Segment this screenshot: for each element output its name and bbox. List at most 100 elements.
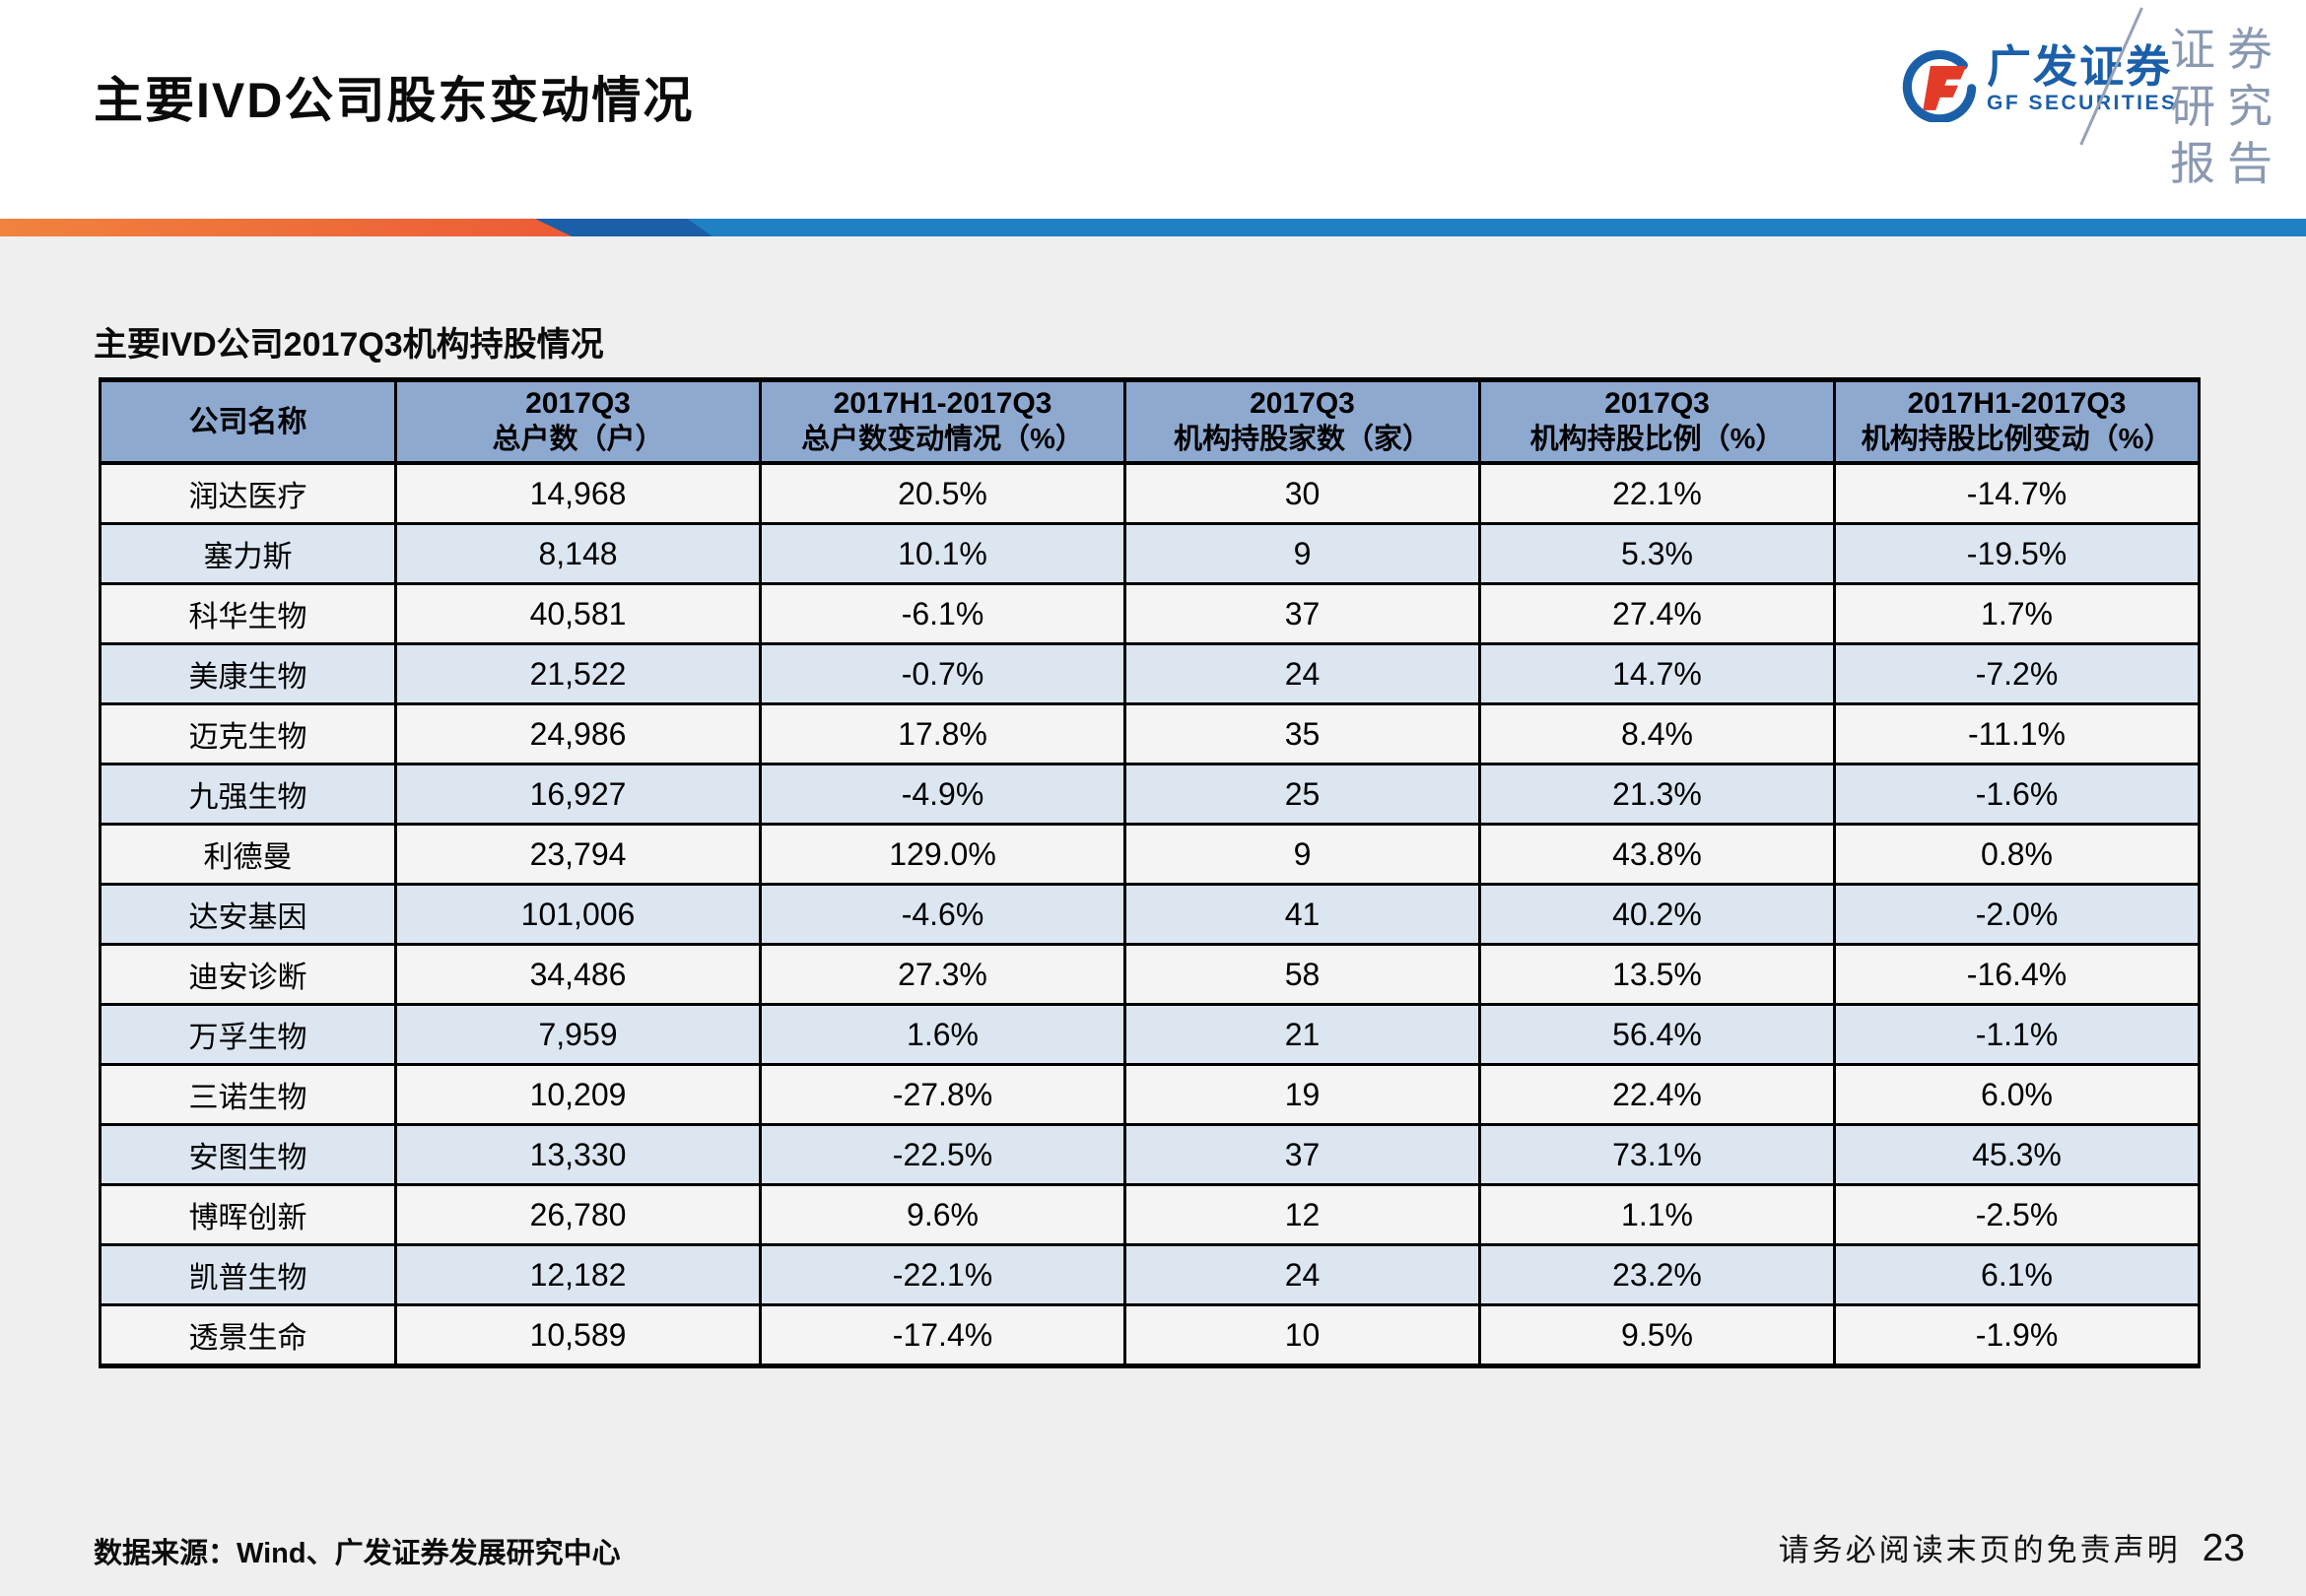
- value-cell: 41: [1123, 883, 1481, 946]
- value-cell: 40,581: [394, 582, 762, 645]
- value-cell: 12,182: [394, 1243, 762, 1306]
- column-header-line1: 公司名称: [188, 405, 307, 438]
- value-cell: 17.8%: [759, 702, 1126, 765]
- table-row: 达安基因 101,006 -4.6% 41 40.2% -2.0%: [99, 883, 2201, 946]
- value-cell: 37: [1123, 1123, 1481, 1186]
- value-cell: 22.1%: [1478, 461, 1836, 525]
- company-name-cell: 透景生命: [99, 1303, 397, 1368]
- gf-securities-logo: 广发证券 GF SECURITIES: [1902, 43, 2178, 126]
- value-cell: 24: [1123, 642, 1481, 705]
- company-name-cell: 达安基因: [99, 883, 397, 946]
- value-cell: -27.8%: [759, 1063, 1126, 1126]
- company-name-cell: 迪安诊断: [99, 943, 397, 1006]
- page-title: 主要IVD公司股东变动情况: [94, 73, 695, 128]
- column-header-line2: 机构持股比例变动（%）: [1861, 424, 2173, 455]
- value-cell: 16,927: [394, 763, 762, 826]
- value-cell: 40.2%: [1478, 883, 1836, 946]
- column-header-line2: 机构持股家数（家）: [1173, 424, 1431, 455]
- report-type-label: 证券 研究 报告: [2158, 22, 2296, 193]
- value-cell: 25: [1123, 763, 1481, 826]
- column-header: 2017Q3 机构持股比例（%）: [1478, 377, 1836, 465]
- value-cell: 43.8%: [1478, 823, 1836, 886]
- value-cell: -4.6%: [759, 883, 1126, 946]
- value-cell: 73.1%: [1478, 1123, 1836, 1186]
- value-cell: -0.7%: [759, 642, 1126, 705]
- value-cell: -1.9%: [1833, 1303, 2201, 1368]
- value-cell: 10.1%: [759, 522, 1126, 585]
- table-row: 美康生物 21,522 -0.7% 24 14.7% -7.2%: [99, 642, 2201, 705]
- value-cell: -6.1%: [759, 582, 1126, 645]
- value-cell: -22.5%: [759, 1123, 1126, 1186]
- company-name-cell: 三诺生物: [99, 1063, 397, 1126]
- value-cell: 23.2%: [1478, 1243, 1836, 1306]
- value-cell: 14,968: [394, 461, 762, 525]
- footer-right: 请务必阅读末页的免责声明 23: [1779, 1525, 2245, 1570]
- value-cell: 35: [1123, 702, 1481, 765]
- company-name-cell: 美康生物: [99, 642, 397, 705]
- value-cell: 6.0%: [1833, 1063, 2201, 1126]
- value-cell: 1.6%: [759, 1003, 1126, 1066]
- company-name-cell: 凯普生物: [99, 1243, 397, 1306]
- column-header: 2017Q3 总户数（户）: [394, 377, 762, 465]
- value-cell: -19.5%: [1833, 522, 2201, 585]
- table-row: 凯普生物 12,182 -22.1% 24 23.2% 6.1%: [99, 1243, 2201, 1306]
- report-label-line: 报告: [2170, 139, 2284, 189]
- gf-circle-f-icon: [1902, 49, 1977, 122]
- value-cell: 8.4%: [1478, 702, 1836, 765]
- table-title: 主要IVD公司2017Q3机构持股情况: [94, 326, 604, 364]
- column-header-line2: 总户数（户）: [492, 424, 664, 455]
- accent-bar-red: [0, 219, 573, 236]
- value-cell: -22.1%: [759, 1243, 1126, 1306]
- value-cell: -17.4%: [759, 1303, 1126, 1368]
- table-row: 塞力斯 8,148 10.1% 9 5.3% -19.5%: [99, 522, 2201, 585]
- value-cell: 21.3%: [1478, 763, 1836, 826]
- value-cell: -7.2%: [1833, 642, 2201, 705]
- page-number: 23: [2202, 1527, 2245, 1569]
- value-cell: 10,589: [394, 1303, 762, 1368]
- column-header-line1: 2017H1-2017Q3: [833, 387, 1052, 420]
- value-cell: 21: [1123, 1003, 1481, 1066]
- table-row: 九强生物 16,927 -4.9% 25 21.3% -1.6%: [99, 763, 2201, 826]
- report-label-line: 证券: [2170, 25, 2284, 75]
- company-name-cell: 安图生物: [99, 1123, 397, 1186]
- value-cell: 20.5%: [759, 461, 1126, 525]
- logo-name-cn: 广发证券: [1987, 41, 2173, 92]
- value-cell: 5.3%: [1478, 522, 1836, 585]
- value-cell: 101,006: [394, 883, 762, 946]
- value-cell: 27.4%: [1478, 582, 1836, 645]
- value-cell: -2.0%: [1833, 883, 2201, 946]
- value-cell: 58: [1123, 943, 1481, 1006]
- column-header-line2: 机构持股比例（%）: [1529, 424, 1785, 455]
- value-cell: 24,986: [394, 702, 762, 765]
- column-header-line1: 2017Q3: [1604, 387, 1710, 420]
- value-cell: -14.7%: [1833, 461, 2201, 525]
- value-cell: 9.6%: [759, 1183, 1126, 1246]
- value-cell: 0.8%: [1833, 823, 2201, 886]
- value-cell: 27.3%: [759, 943, 1126, 1006]
- logo-name-en: GF SECURITIES: [1987, 92, 2178, 114]
- disclaimer-note: 请务必阅读末页的免责声明: [1778, 1533, 2181, 1567]
- table-row: 安图生物 13,330 -22.5% 37 73.1% 45.3%: [99, 1123, 2201, 1186]
- value-cell: 9: [1123, 823, 1481, 886]
- column-header-line1: 2017Q3: [1250, 387, 1355, 420]
- value-cell: 13.5%: [1478, 943, 1836, 1006]
- column-header-line1: 2017H1-2017Q3: [1907, 387, 2127, 420]
- value-cell: 129.0%: [759, 823, 1126, 886]
- value-cell: 13,330: [394, 1123, 762, 1186]
- column-header: 公司名称: [99, 377, 397, 465]
- company-name-cell: 塞力斯: [99, 522, 397, 585]
- value-cell: 21,522: [394, 642, 762, 705]
- value-cell: -4.9%: [759, 763, 1126, 826]
- value-cell: 24: [1123, 1243, 1481, 1306]
- value-cell: 30: [1123, 461, 1481, 525]
- value-cell: 23,794: [394, 823, 762, 886]
- table-row: 万孚生物 7,959 1.6% 21 56.4% -1.1%: [99, 1003, 2201, 1066]
- value-cell: 45.3%: [1833, 1123, 2201, 1186]
- company-name-cell: 科华生物: [99, 582, 397, 645]
- value-cell: 7,959: [394, 1003, 762, 1066]
- value-cell: 1.1%: [1478, 1183, 1836, 1246]
- table-row: 博晖创新 26,780 9.6% 12 1.1% -2.5%: [99, 1183, 2201, 1246]
- value-cell: 26,780: [394, 1183, 762, 1246]
- column-header: 2017H1-2017Q3 总户数变动情况（%）: [759, 377, 1126, 465]
